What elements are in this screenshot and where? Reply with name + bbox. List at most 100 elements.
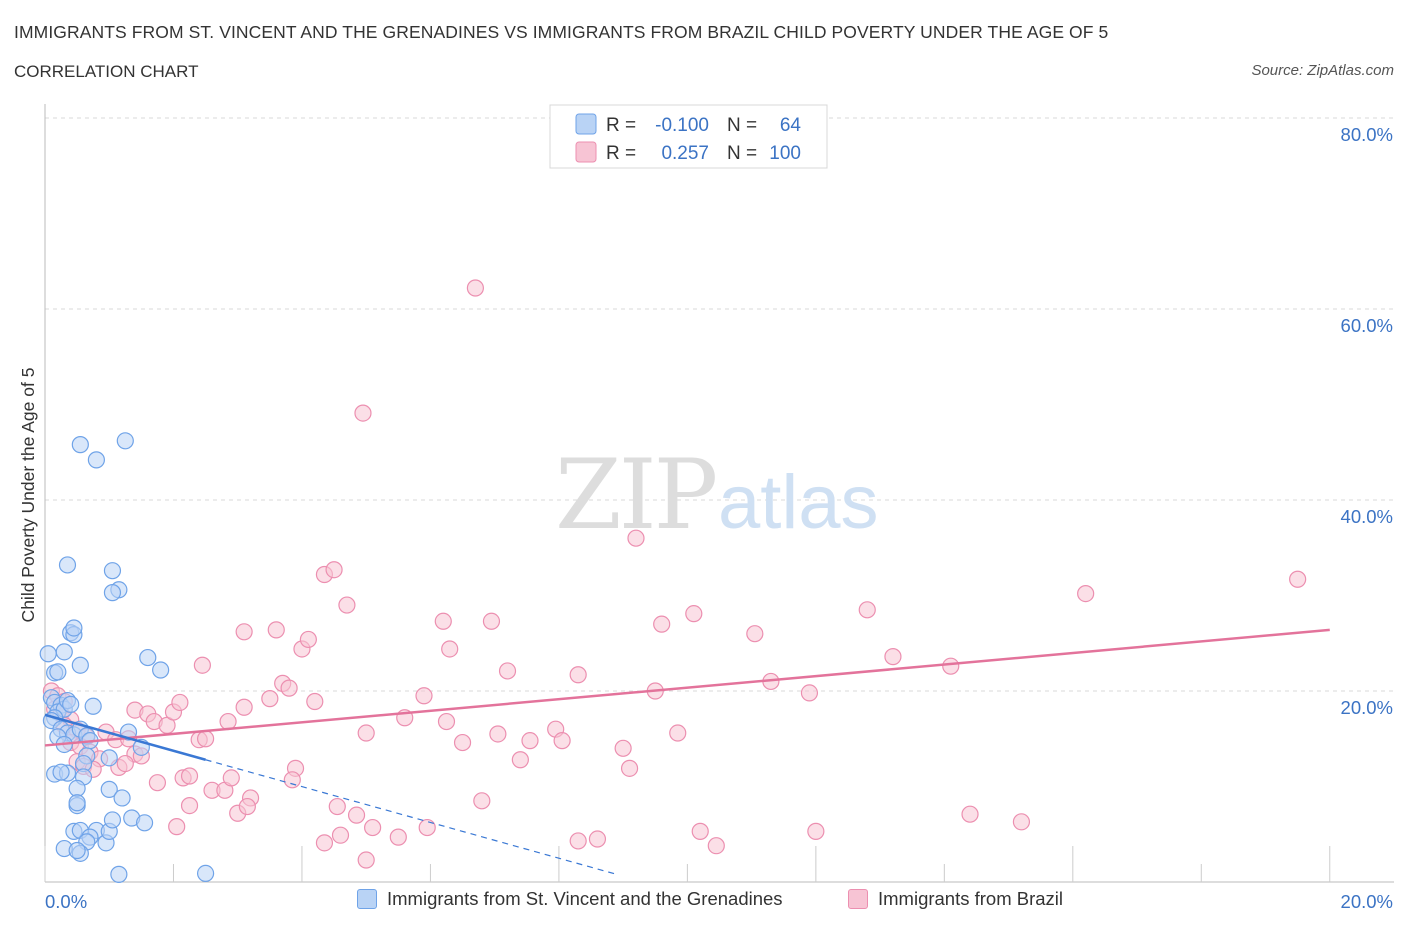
st-vincent-point-44 xyxy=(68,779,86,798)
st-vincent-point-30 xyxy=(87,451,105,469)
stats-n-value-blue: 64 xyxy=(780,115,802,136)
y-tick-label-2: 60.0% xyxy=(1341,315,1393,336)
brazil-point-56 xyxy=(325,561,343,579)
st-vincent-point-6 xyxy=(62,695,80,713)
brazil-point-90 xyxy=(685,605,703,623)
brazil-point-91 xyxy=(691,822,709,840)
brazil-point-28 xyxy=(171,693,189,712)
st-vincent-point-48 xyxy=(113,789,131,807)
st-vincent-point-31 xyxy=(116,432,134,450)
st-vincent-point-21 xyxy=(71,656,89,674)
brazil-point-75 xyxy=(489,725,507,743)
stats-n-value-pink: 100 xyxy=(769,143,801,164)
brazil-point-61 xyxy=(357,724,375,742)
st-vincent-point-37 xyxy=(100,749,118,767)
stats-r-label-pink: R = xyxy=(606,143,636,164)
st-vincent-point-46 xyxy=(68,794,86,812)
brazil-point-51 xyxy=(299,630,317,649)
st-vincent-point-20 xyxy=(39,645,57,663)
brazil-point-49 xyxy=(261,690,279,708)
st-vincent-point-47 xyxy=(100,780,118,798)
brazil-point-70 xyxy=(441,640,459,658)
brazil-point-104 xyxy=(1077,584,1095,603)
st-vincent-trend-extension xyxy=(205,759,617,875)
stats-swatch-pink xyxy=(575,141,597,163)
x-tick-label-1: 20.0% xyxy=(1341,891,1393,912)
st-vincent-point-24 xyxy=(65,619,83,637)
brazil-point-48 xyxy=(193,656,211,674)
brazil-point-43 xyxy=(168,818,186,836)
stats-swatch-blue xyxy=(575,113,597,135)
st-vincent-point-57 xyxy=(68,841,86,860)
brazil-point-22 xyxy=(116,754,134,773)
legend-label-brazil: Immigrants from Brazil xyxy=(878,888,1064,909)
brazil-point-47 xyxy=(280,679,298,697)
x-tick-labels: 0.0% 20.0% xyxy=(45,891,1393,912)
st-vincent-point-63 xyxy=(196,864,215,883)
st-vincent-trend-line xyxy=(44,713,206,761)
legend-item-st-vincent[interactable]: Immigrants from St. Vincent and the Gren… xyxy=(357,888,783,910)
brazil-point-54 xyxy=(283,771,301,789)
legend-swatch-blue xyxy=(357,889,377,909)
st-vincent-point-35 xyxy=(139,648,157,667)
grid-lines xyxy=(45,117,1394,692)
legend-label-st-vincent: Immigrants from St. Vincent and the Gren… xyxy=(387,888,783,909)
legend-swatch-pink xyxy=(848,889,868,909)
brazil-point-85 xyxy=(569,832,587,850)
st-vincent-point-29 xyxy=(71,436,89,454)
st-vincent-point-36 xyxy=(152,661,170,679)
brazil-point-94 xyxy=(707,837,725,855)
brazil-point-95 xyxy=(961,805,979,823)
stats-n-label-pink: N = xyxy=(727,143,757,164)
brazil-point-92 xyxy=(466,279,484,297)
brazil-point-103 xyxy=(942,657,960,675)
brazil-point-82 xyxy=(588,830,607,848)
st-vincent-point-26 xyxy=(103,562,122,580)
brazil-point-76 xyxy=(498,662,517,680)
x-tick-label-0: 0.0% xyxy=(45,891,87,912)
brazil-point-97 xyxy=(746,625,764,643)
brazil-point-81 xyxy=(569,666,587,684)
brazil-point-73 xyxy=(473,792,491,810)
brazil-point-59 xyxy=(315,834,334,852)
brazil-point-30 xyxy=(196,730,215,748)
brazil-point-77 xyxy=(511,751,529,769)
watermark-atlas: atlas xyxy=(718,460,879,545)
brazil-point-64 xyxy=(347,806,366,824)
y-axis-label: Child Poverty Under the Age of 5 xyxy=(18,368,38,623)
brazil-point-86 xyxy=(627,529,645,547)
brazil-point-84 xyxy=(620,759,639,777)
st-vincent-point-61 xyxy=(135,814,154,832)
brazil-point-74 xyxy=(482,612,501,630)
y-tick-label-1: 40.0% xyxy=(1341,506,1393,527)
st-vincent-point-18 xyxy=(49,663,67,681)
watermark: ZIP atlas xyxy=(555,439,879,551)
chart-subtitle: CORRELATION CHART xyxy=(14,62,199,81)
series-st-vincent-points xyxy=(39,432,215,883)
brazil-point-102 xyxy=(884,648,902,666)
axes xyxy=(44,104,1394,883)
brazil-point-52 xyxy=(306,692,324,711)
brazil-point-32 xyxy=(235,698,253,716)
brazil-point-60 xyxy=(331,826,350,844)
brazil-point-78 xyxy=(521,732,539,750)
brazil-point-72 xyxy=(453,733,472,752)
brazil-point-93 xyxy=(354,404,372,422)
st-vincent-point-28 xyxy=(103,584,122,602)
brazil-point-100 xyxy=(807,822,825,840)
brazil-point-101 xyxy=(858,601,876,619)
stats-n-label-blue: N = xyxy=(727,115,757,136)
brazil-point-105 xyxy=(1289,570,1307,588)
y-tick-labels: 20.0% 40.0% 60.0% 80.0% xyxy=(1341,124,1393,718)
brazil-point-66 xyxy=(415,687,433,705)
brazil-point-62 xyxy=(364,818,382,837)
brazil-point-44 xyxy=(235,623,253,641)
brazil-point-68 xyxy=(418,818,436,837)
brazil-point-38 xyxy=(222,769,240,787)
st-vincent-point-32 xyxy=(84,697,102,715)
legend-item-brazil[interactable]: Immigrants from Brazil xyxy=(848,888,1063,910)
brazil-point-67 xyxy=(389,828,407,846)
series-brazil-points xyxy=(42,279,1307,869)
y-tick-label-3: 80.0% xyxy=(1341,124,1393,145)
